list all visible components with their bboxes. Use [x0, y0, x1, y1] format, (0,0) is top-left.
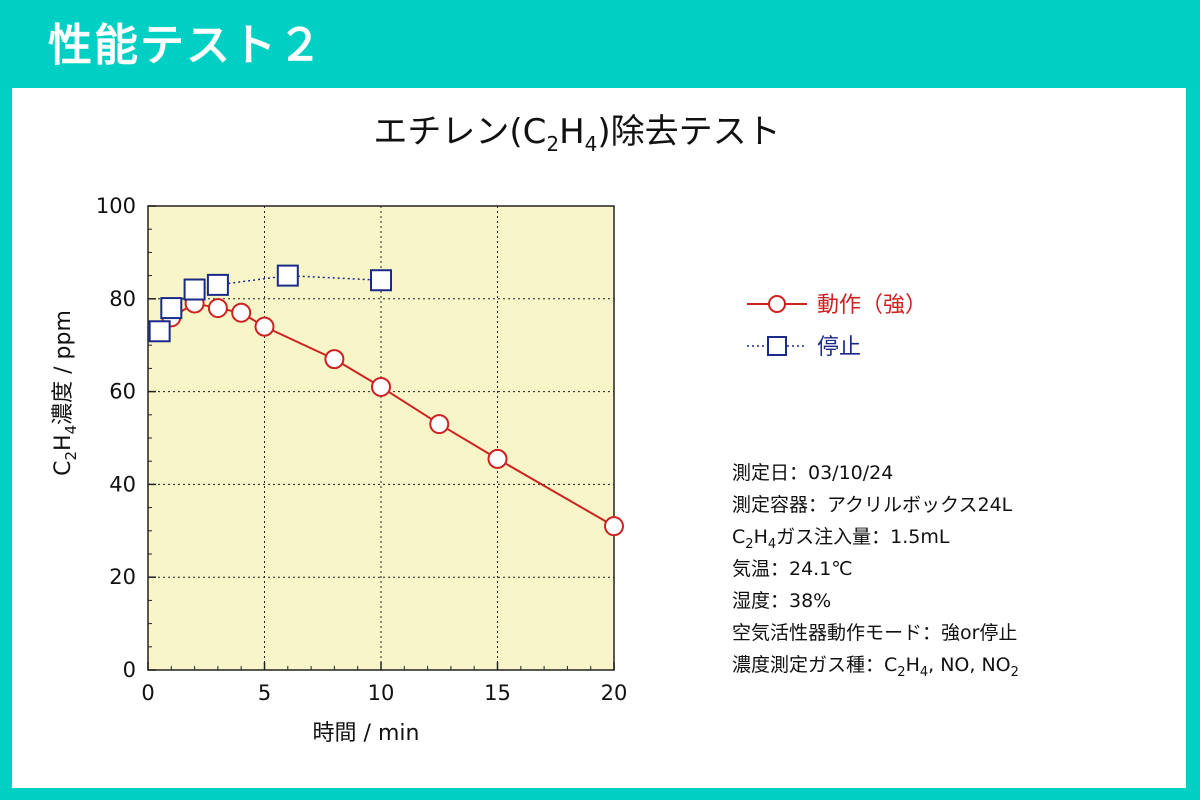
- data-point-operating: [429, 414, 450, 435]
- x-tick-label: 20: [601, 681, 628, 705]
- content-panel: エチレン(C2H4)除去テスト 0 5 10 15 20 0 20 40 60 80 100 時間 …: [12, 88, 1186, 788]
- data-point-stopped: [206, 273, 229, 296]
- plot-frame: [147, 205, 615, 671]
- data-point-stopped: [148, 320, 171, 343]
- x-tick-label: 15: [484, 681, 511, 705]
- page-title: 性能テスト２: [48, 20, 324, 71]
- y-tick-label: 100: [96, 194, 136, 218]
- data-point-stopped: [370, 269, 392, 292]
- x-tick-label: 10: [368, 681, 395, 705]
- y-tick-label: 0: [123, 658, 136, 682]
- y-tick-label: 40: [109, 472, 136, 496]
- info-date: 測定日：03/10/24: [732, 462, 894, 484]
- info-humidity: 湿度：38%: [732, 590, 832, 612]
- legend-marker-operating: [768, 295, 786, 313]
- data-point-operating: [371, 376, 391, 397]
- x-axis-label: 時間 / min: [313, 721, 420, 746]
- legend-label-operating: 動作（強）: [817, 293, 927, 318]
- info-injection: C2H4ガス注入量：1.5mL: [732, 526, 950, 552]
- info-temperature: 気温：24.1℃: [732, 558, 853, 580]
- data-point-stopped: [160, 297, 183, 320]
- info-mode: 空気活性器動作モード：強or停止: [732, 622, 1018, 644]
- x-tick-label: 5: [258, 681, 271, 705]
- data-point-stopped: [276, 264, 299, 287]
- info-gases: 濃度測定ガス種：C2H4, NO, NO2: [732, 654, 1019, 680]
- plot-area: 0 5 10 15 20 0 20 40 60 80 100: [96, 194, 627, 705]
- info-container: 測定容器：アクリルボックス24L: [732, 494, 1013, 516]
- data-point-operating: [231, 302, 252, 323]
- data-point-operating: [207, 298, 228, 319]
- y-tick-label: 60: [109, 380, 136, 404]
- data-point-operating: [604, 516, 624, 537]
- legend-marker-stopped: [767, 336, 787, 356]
- data-point-operating: [254, 316, 275, 337]
- legend: 動作（強） 停止: [747, 293, 927, 360]
- data-point-stopped: [183, 278, 206, 301]
- chart-title: エチレン(C2H4)除去テスト: [373, 112, 780, 156]
- data-point-operating: [487, 448, 508, 469]
- legend-label-stopped: 停止: [817, 335, 861, 360]
- y-tick-label: 20: [109, 565, 136, 589]
- x-tick-label: 0: [141, 681, 154, 705]
- ethylene-removal-chart: エチレン(C2H4)除去テスト 0 5 10 15 20 0 20 40 60 80 100 時間 …: [51, 112, 927, 746]
- y-axis-label: C2H4濃度 / ppm: [51, 310, 80, 476]
- y-tick-label: 80: [109, 287, 136, 311]
- data-point-operating: [324, 349, 345, 370]
